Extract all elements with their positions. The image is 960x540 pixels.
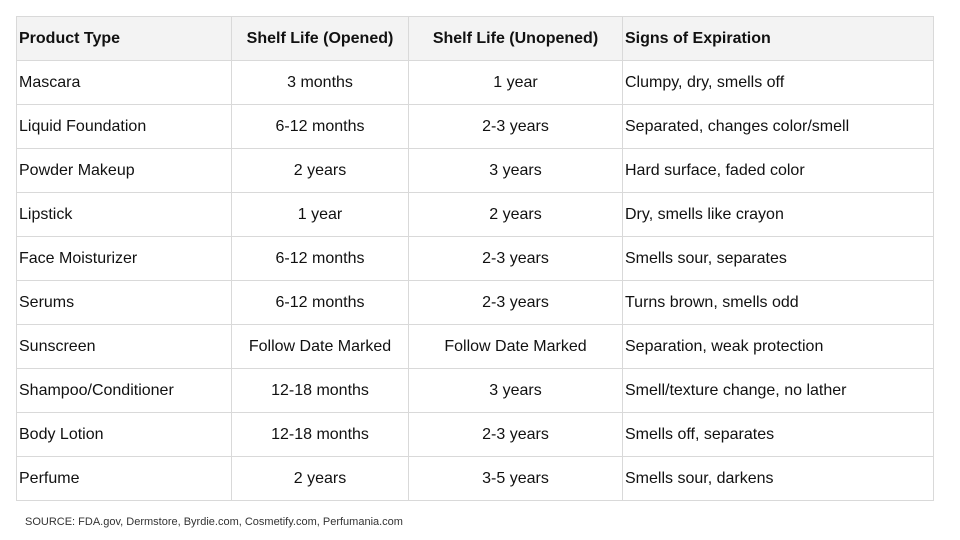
product-type-cell: Serums	[16, 280, 232, 325]
opened-shelf-life-cell: 6-12 months	[231, 236, 409, 281]
product-type-cell: Perfume	[16, 456, 232, 501]
product-type-cell: Sunscreen	[16, 324, 232, 369]
product-type-cell: Powder Makeup	[16, 148, 232, 193]
shelf-life-table: Product Type Shelf Life (Opened) Shelf L…	[16, 16, 934, 501]
product-type-cell: Face Moisturizer	[16, 236, 232, 281]
expiration-signs-cell: Smell/texture change, no lather	[622, 368, 934, 413]
table-row: Serums 6-12 months 2-3 years Turns brown…	[16, 280, 934, 325]
column-header-shelf-life-opened: Shelf Life (Opened)	[231, 16, 409, 61]
column-header-shelf-life-unopened: Shelf Life (Unopened)	[408, 16, 623, 61]
product-type-cell: Body Lotion	[16, 412, 232, 457]
unopened-shelf-life-cell: 2-3 years	[408, 104, 623, 149]
expiration-signs-cell: Separated, changes color/smell	[622, 104, 934, 149]
table-body: Mascara 3 months 1 year Clumpy, dry, sme…	[16, 60, 934, 501]
table-row: Body Lotion 12-18 months 2-3 years Smell…	[16, 412, 934, 457]
product-type-cell: Lipstick	[16, 192, 232, 237]
source-footnote: SOURCE: FDA.gov, Dermstore, Byrdie.com, …	[25, 516, 403, 528]
unopened-shelf-life-cell: 2-3 years	[408, 412, 623, 457]
opened-shelf-life-cell: 1 year	[231, 192, 409, 237]
column-header-product-type: Product Type	[16, 16, 232, 61]
expiration-signs-cell: Separation, weak protection	[622, 324, 934, 369]
opened-shelf-life-cell: Follow Date Marked	[231, 324, 409, 369]
unopened-shelf-life-cell: 3 years	[408, 148, 623, 193]
product-type-cell: Liquid Foundation	[16, 104, 232, 149]
unopened-shelf-life-cell: Follow Date Marked	[408, 324, 623, 369]
expiration-signs-cell: Smells sour, separates	[622, 236, 934, 281]
unopened-shelf-life-cell: 1 year	[408, 60, 623, 105]
unopened-shelf-life-cell: 2-3 years	[408, 236, 623, 281]
table-row: Mascara 3 months 1 year Clumpy, dry, sme…	[16, 60, 934, 105]
unopened-shelf-life-cell: 3 years	[408, 368, 623, 413]
table-row: Perfume 2 years 3-5 years Smells sour, d…	[16, 456, 934, 501]
expiration-signs-cell: Smells off, separates	[622, 412, 934, 457]
table-row: Sunscreen Follow Date Marked Follow Date…	[16, 324, 934, 369]
opened-shelf-life-cell: 3 months	[231, 60, 409, 105]
expiration-signs-cell: Dry, smells like crayon	[622, 192, 934, 237]
table-header: Product Type Shelf Life (Opened) Shelf L…	[16, 16, 934, 61]
opened-shelf-life-cell: 6-12 months	[231, 280, 409, 325]
header-row: Product Type Shelf Life (Opened) Shelf L…	[16, 16, 934, 61]
opened-shelf-life-cell: 12-18 months	[231, 368, 409, 413]
table-row: Liquid Foundation 6-12 months 2-3 years …	[16, 104, 934, 149]
expiration-signs-cell: Smells sour, darkens	[622, 456, 934, 501]
unopened-shelf-life-cell: 3-5 years	[408, 456, 623, 501]
product-type-cell: Mascara	[16, 60, 232, 105]
column-header-signs-of-expiration: Signs of Expiration	[622, 16, 934, 61]
table-row: Shampoo/Conditioner 12-18 months 3 years…	[16, 368, 934, 413]
opened-shelf-life-cell: 2 years	[231, 148, 409, 193]
expiration-signs-cell: Turns brown, smells odd	[622, 280, 934, 325]
expiration-signs-cell: Clumpy, dry, smells off	[622, 60, 934, 105]
product-type-cell: Shampoo/Conditioner	[16, 368, 232, 413]
expiration-signs-cell: Hard surface, faded color	[622, 148, 934, 193]
opened-shelf-life-cell: 6-12 months	[231, 104, 409, 149]
unopened-shelf-life-cell: 2-3 years	[408, 280, 623, 325]
table-row: Face Moisturizer 6-12 months 2-3 years S…	[16, 236, 934, 281]
unopened-shelf-life-cell: 2 years	[408, 192, 623, 237]
table-row: Lipstick 1 year 2 years Dry, smells like…	[16, 192, 934, 237]
opened-shelf-life-cell: 12-18 months	[231, 412, 409, 457]
table-row: Powder Makeup 2 years 3 years Hard surfa…	[16, 148, 934, 193]
opened-shelf-life-cell: 2 years	[231, 456, 409, 501]
shelf-life-table-container: Product Type Shelf Life (Opened) Shelf L…	[16, 16, 934, 501]
